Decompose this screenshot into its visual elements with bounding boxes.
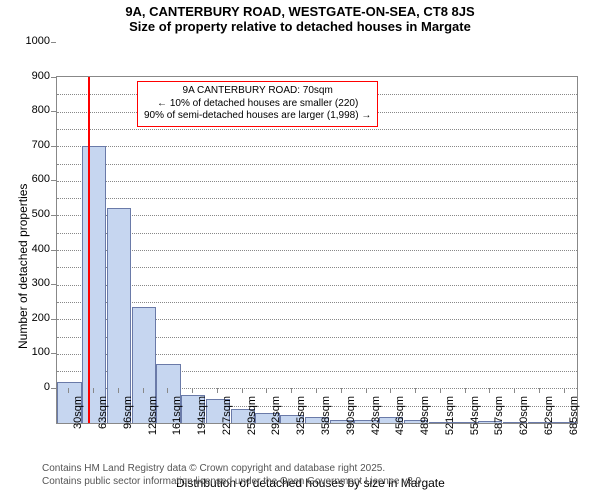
x-tick-label: 325sqm bbox=[295, 396, 307, 446]
property-marker-line bbox=[88, 77, 90, 423]
y-tick bbox=[51, 146, 56, 147]
y-gridline bbox=[57, 233, 577, 235]
y-tick bbox=[51, 215, 56, 216]
y-tick bbox=[51, 77, 56, 78]
x-tick-label: 358sqm bbox=[320, 396, 332, 446]
y-gridline bbox=[57, 302, 577, 304]
y-gridline bbox=[57, 198, 577, 200]
x-tick-label: 456sqm bbox=[394, 396, 406, 446]
annotation-box: 9A CANTERBURY ROAD: 70sqm← 10% of detach… bbox=[137, 81, 378, 127]
x-tick-label: 521sqm bbox=[444, 396, 456, 446]
chart-title-block: 9A, CANTERBURY ROAD, WESTGATE-ON-SEA, CT… bbox=[0, 0, 600, 34]
y-tick bbox=[51, 353, 56, 354]
x-tick-label: 96sqm bbox=[122, 396, 134, 446]
y-gridline bbox=[57, 285, 577, 287]
histogram-bar bbox=[107, 208, 131, 423]
x-tick bbox=[415, 388, 416, 393]
x-tick-label: 652sqm bbox=[543, 396, 555, 446]
y-tick-label: 900 bbox=[14, 70, 50, 82]
x-tick bbox=[489, 388, 490, 393]
x-tick bbox=[242, 388, 243, 393]
y-tick-label: 100 bbox=[14, 346, 50, 358]
x-tick-label: 489sqm bbox=[419, 396, 431, 446]
plot-area: 9A CANTERBURY ROAD: 70sqm← 10% of detach… bbox=[56, 76, 578, 424]
y-tick-label: 600 bbox=[14, 173, 50, 185]
histogram-bar bbox=[82, 146, 106, 423]
y-tick bbox=[51, 388, 56, 389]
x-tick bbox=[167, 388, 168, 393]
y-gridline bbox=[57, 164, 577, 166]
x-tick bbox=[539, 388, 540, 393]
x-tick-label: 554sqm bbox=[469, 396, 481, 446]
x-tick-label: 685sqm bbox=[568, 396, 580, 446]
y-gridline bbox=[57, 146, 577, 148]
x-tick bbox=[93, 388, 94, 393]
x-tick bbox=[366, 388, 367, 393]
x-tick-label: 227sqm bbox=[221, 396, 233, 446]
y-tick-label: 500 bbox=[14, 208, 50, 220]
x-tick-label: 259sqm bbox=[246, 396, 258, 446]
x-tick bbox=[118, 388, 119, 393]
y-tick-label: 800 bbox=[14, 104, 50, 116]
x-tick bbox=[192, 388, 193, 393]
x-tick bbox=[390, 388, 391, 393]
x-tick bbox=[341, 388, 342, 393]
y-tick bbox=[51, 319, 56, 320]
x-tick-label: 30sqm bbox=[72, 396, 84, 446]
y-tick bbox=[51, 42, 56, 43]
x-tick-label: 161sqm bbox=[171, 396, 183, 446]
y-tick-label: 1000 bbox=[14, 35, 50, 47]
y-gridline bbox=[57, 181, 577, 183]
x-tick bbox=[68, 388, 69, 393]
y-gridline bbox=[57, 129, 577, 131]
chart-title-line2: Size of property relative to detached ho… bbox=[0, 19, 600, 34]
x-tick-label: 423sqm bbox=[370, 396, 382, 446]
x-tick-label: 292sqm bbox=[270, 396, 282, 446]
y-tick-label: 300 bbox=[14, 277, 50, 289]
x-tick bbox=[514, 388, 515, 393]
x-tick bbox=[291, 388, 292, 393]
y-tick bbox=[51, 111, 56, 112]
y-tick-label: 700 bbox=[14, 139, 50, 151]
x-tick bbox=[440, 388, 441, 393]
x-tick-label: 63sqm bbox=[97, 396, 109, 446]
y-gridline bbox=[57, 215, 577, 217]
y-gridline bbox=[57, 267, 577, 269]
annotation-line2: ← 10% of detached houses are smaller (22… bbox=[144, 98, 371, 111]
y-tick bbox=[51, 250, 56, 251]
x-tick-label: 620sqm bbox=[518, 396, 530, 446]
x-tick bbox=[564, 388, 565, 393]
x-tick-label: 194sqm bbox=[196, 396, 208, 446]
attribution-line1: Contains HM Land Registry data © Crown c… bbox=[42, 463, 424, 476]
x-tick bbox=[217, 388, 218, 393]
x-tick-label: 128sqm bbox=[147, 396, 159, 446]
x-tick bbox=[316, 388, 317, 393]
chart-title-line1: 9A, CANTERBURY ROAD, WESTGATE-ON-SEA, CT… bbox=[0, 4, 600, 19]
y-tick-label: 200 bbox=[14, 312, 50, 324]
y-tick-label: 0 bbox=[14, 381, 50, 393]
y-gridline bbox=[57, 250, 577, 252]
x-tick bbox=[465, 388, 466, 393]
y-tick bbox=[51, 284, 56, 285]
x-tick-label: 390sqm bbox=[345, 396, 357, 446]
annotation-line1: 9A CANTERBURY ROAD: 70sqm bbox=[144, 85, 371, 98]
x-tick-label: 587sqm bbox=[493, 396, 505, 446]
attribution-block: Contains HM Land Registry data © Crown c… bbox=[42, 463, 424, 488]
x-tick bbox=[266, 388, 267, 393]
annotation-line3: 90% of semi-detached houses are larger (… bbox=[144, 110, 371, 123]
y-tick bbox=[51, 180, 56, 181]
attribution-line2: Contains public sector information licen… bbox=[42, 476, 424, 489]
x-tick bbox=[143, 388, 144, 393]
y-tick-label: 400 bbox=[14, 243, 50, 255]
